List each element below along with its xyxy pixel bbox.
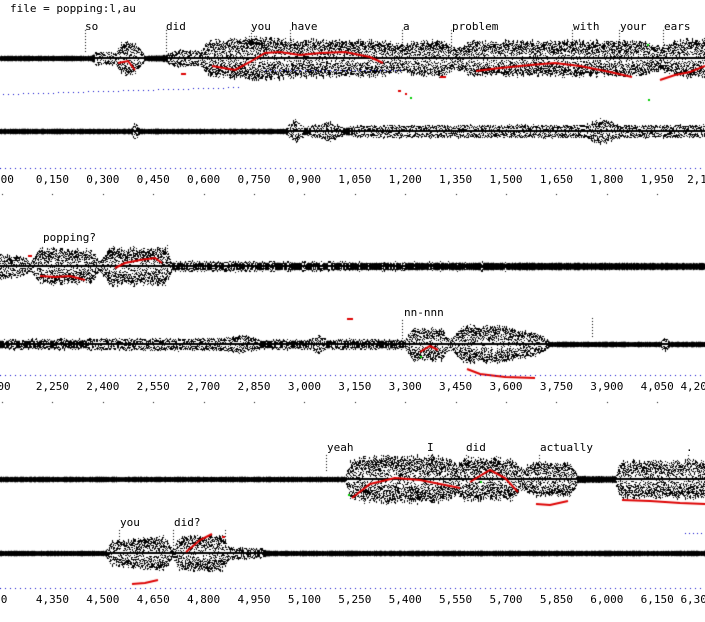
word-label[interactable]: with bbox=[573, 20, 600, 33]
word-label[interactable]: nn-nnn bbox=[404, 306, 444, 319]
time-axis-label: 2,550 bbox=[136, 380, 170, 393]
time-axis-label: 1,800 bbox=[590, 173, 624, 186]
word-label[interactable]: so bbox=[85, 20, 99, 33]
time-axis-label: 4,950 bbox=[237, 593, 271, 606]
time-axis-label: 0,600 bbox=[187, 173, 221, 186]
time-axis-label: 4,650 bbox=[136, 593, 170, 606]
time-axis-label: 1,350 bbox=[439, 173, 473, 186]
time-axis-label: 0,900 bbox=[287, 173, 321, 186]
word-label[interactable]: ears bbox=[664, 20, 691, 33]
time-axis-label: 1,200 bbox=[388, 173, 422, 186]
time-axis-label: 1,650 bbox=[539, 173, 573, 186]
word-label[interactable]: problem bbox=[452, 20, 499, 33]
time-axis-label: 3,750 bbox=[539, 380, 573, 393]
time-axis-label: 6,300 bbox=[680, 593, 705, 606]
time-axis-label: 0 bbox=[0, 593, 8, 606]
word-label[interactable]: . bbox=[686, 441, 693, 454]
time-axis-label: 5,250 bbox=[338, 593, 372, 606]
time-axis-label: 2,250 bbox=[35, 380, 69, 393]
time-axis-label: 4,200 bbox=[680, 380, 705, 393]
time-axis-label: 1,950 bbox=[640, 173, 674, 186]
time-axis-label: 3,600 bbox=[489, 380, 523, 393]
word-label[interactable]: I bbox=[427, 441, 434, 454]
file-label: file = popping:l,au bbox=[10, 2, 136, 15]
time-axis-label: 1,050 bbox=[338, 173, 372, 186]
time-axis-label: 3,150 bbox=[338, 380, 372, 393]
word-label[interactable]: you bbox=[120, 516, 140, 529]
word-label[interactable]: did bbox=[166, 20, 186, 33]
word-label[interactable]: your bbox=[620, 20, 647, 33]
time-axis-label: 3,000 bbox=[287, 380, 321, 393]
time-axis-label: 5,550 bbox=[439, 593, 473, 606]
word-label[interactable]: did bbox=[466, 441, 486, 454]
time-axis-label: 000 bbox=[0, 173, 14, 186]
time-axis-label: 5,850 bbox=[539, 593, 573, 606]
time-axis-label: 2,850 bbox=[237, 380, 271, 393]
time-axis-label: 6,000 bbox=[590, 593, 624, 606]
word-label[interactable]: did? bbox=[174, 516, 201, 529]
word-label[interactable]: have bbox=[291, 20, 318, 33]
time-axis-label: 0,150 bbox=[35, 173, 69, 186]
time-axis-label: 00 bbox=[0, 380, 11, 393]
word-label[interactable]: actually bbox=[540, 441, 593, 454]
time-axis-label: 3,300 bbox=[388, 380, 422, 393]
word-label[interactable]: popping? bbox=[43, 231, 96, 244]
time-axis-label: 0,300 bbox=[86, 173, 120, 186]
word-label[interactable]: yeah bbox=[327, 441, 354, 454]
word-label[interactable]: a bbox=[403, 20, 410, 33]
time-axis-label: 4,050 bbox=[640, 380, 674, 393]
time-axis-label: 3,900 bbox=[590, 380, 624, 393]
word-label[interactable]: you bbox=[251, 20, 271, 33]
time-axis-label: 5,100 bbox=[287, 593, 321, 606]
time-axis-label: 0,450 bbox=[136, 173, 170, 186]
time-axis-label: 4,500 bbox=[86, 593, 120, 606]
time-axis-label: 4,350 bbox=[35, 593, 69, 606]
time-axis-label: 2,1 bbox=[687, 173, 705, 186]
time-axis-label: 5,700 bbox=[489, 593, 523, 606]
time-axis-label: 3,450 bbox=[439, 380, 473, 393]
time-axis-label: 2,700 bbox=[187, 380, 221, 393]
time-axis-label: 1,500 bbox=[489, 173, 523, 186]
time-axis-label: 0,750 bbox=[237, 173, 271, 186]
time-axis-label: 6,150 bbox=[640, 593, 674, 606]
time-axis-label: 2,400 bbox=[86, 380, 120, 393]
time-axis-label: 4,800 bbox=[187, 593, 221, 606]
time-axis-label: 5,400 bbox=[388, 593, 422, 606]
